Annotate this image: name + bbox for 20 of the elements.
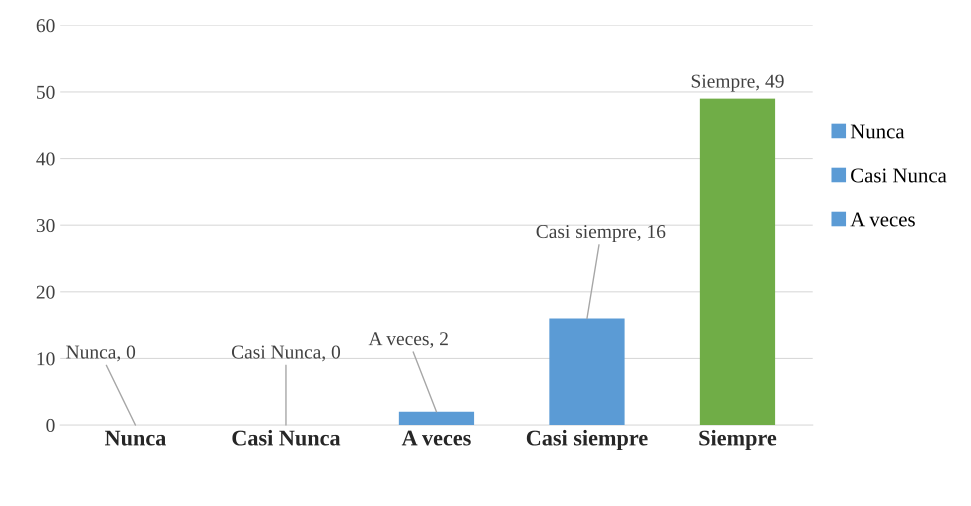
x-tick-label: A veces bbox=[402, 430, 471, 446]
data-label: Casi siempre, 16 bbox=[536, 225, 666, 242]
y-tick-label: 20 bbox=[36, 286, 55, 299]
legend-label: Nunca bbox=[850, 124, 904, 138]
y-tick-label: 40 bbox=[36, 152, 55, 166]
y-tick-label: 0 bbox=[46, 418, 55, 432]
data-label: A veces, 2 bbox=[368, 332, 448, 348]
x-tick-label: Nunca bbox=[105, 430, 166, 446]
x-tick-label: Casi Nunca bbox=[232, 430, 340, 446]
x-tick-label: Casi siempre bbox=[526, 430, 648, 450]
y-tick-label: 50 bbox=[37, 86, 55, 99]
y-tick-label: 10 bbox=[38, 352, 55, 366]
x-tick-label: Siempre bbox=[699, 430, 776, 450]
legend-label: Casi Nunca bbox=[851, 168, 947, 182]
y-tick-label: 60 bbox=[36, 19, 55, 32]
y-tick-label: 30 bbox=[36, 218, 55, 232]
legend-label: A veces bbox=[850, 212, 915, 226]
data-label: Casi Nunca, 0 bbox=[232, 345, 340, 362]
data-label: Siempre, 49 bbox=[692, 74, 784, 92]
data-label: Nunca, 0 bbox=[66, 345, 136, 362]
